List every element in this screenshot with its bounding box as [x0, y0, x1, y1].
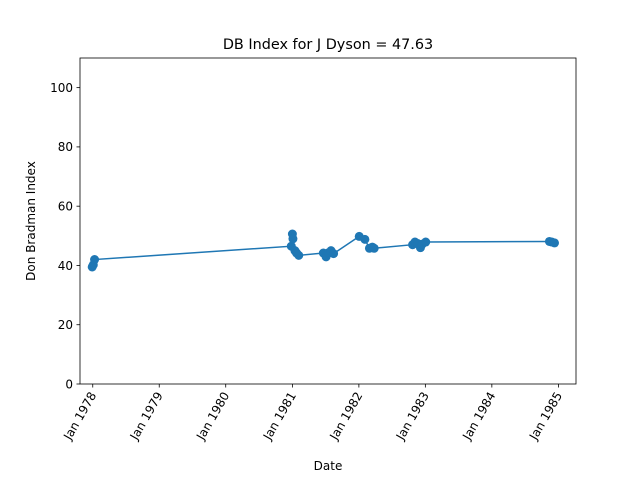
data-point	[369, 243, 379, 253]
series-layer	[87, 229, 560, 272]
y-tick-label: 100	[50, 81, 73, 95]
x-tick-label: Jan 1978	[60, 390, 99, 444]
data-point	[294, 250, 304, 260]
x-axis-label: Date	[314, 459, 343, 473]
x-tick-label: Jan 1979	[127, 390, 166, 444]
y-tick-label: 20	[58, 318, 73, 332]
data-point	[421, 237, 431, 247]
data-point	[329, 249, 339, 259]
x-tick-label: Jan 1985	[526, 390, 565, 444]
y-tick-label: 40	[58, 259, 73, 273]
data-point	[550, 238, 560, 248]
x-tick-label: Jan 1984	[459, 390, 498, 444]
y-tick-label: 0	[65, 377, 73, 391]
data-point	[90, 255, 100, 265]
x-tick-label: Jan 1981	[260, 390, 299, 444]
x-tick-label: Jan 1982	[326, 390, 365, 444]
y-tick-label: 60	[58, 199, 73, 213]
data-point	[288, 234, 298, 244]
plot-frame	[79, 57, 577, 385]
y-axis: 0 20 40 60 80 100	[50, 81, 80, 391]
x-tick-label: Jan 1980	[193, 390, 232, 444]
x-tick-label: Jan 1983	[393, 390, 432, 444]
chart-title: DB Index for J Dyson = 47.63	[223, 37, 433, 53]
data-point	[360, 234, 370, 244]
y-axis-label: Don Bradman Index	[24, 161, 38, 281]
x-axis: Jan 1978 Jan 1979 Jan 1980 Jan 1981 Jan 1982…	[60, 384, 565, 443]
y-tick-label: 80	[58, 140, 73, 154]
